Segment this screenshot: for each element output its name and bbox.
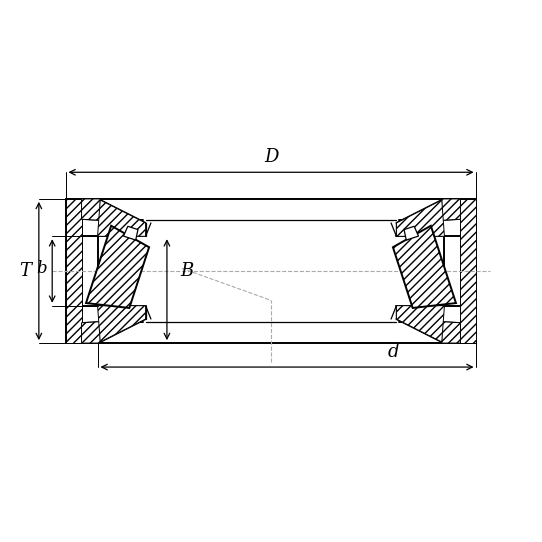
Text: d: d <box>388 343 399 361</box>
Polygon shape <box>442 322 461 343</box>
Polygon shape <box>66 199 81 343</box>
Polygon shape <box>81 322 100 343</box>
Text: D: D <box>264 149 278 166</box>
Polygon shape <box>98 306 146 342</box>
Polygon shape <box>81 199 100 220</box>
Polygon shape <box>461 199 476 343</box>
Polygon shape <box>393 226 456 308</box>
Polygon shape <box>396 306 444 342</box>
Polygon shape <box>396 200 444 236</box>
Text: B: B <box>180 262 193 280</box>
Polygon shape <box>98 200 146 236</box>
Polygon shape <box>442 199 461 220</box>
Text: T: T <box>19 262 31 280</box>
Polygon shape <box>404 227 418 240</box>
Polygon shape <box>124 227 138 240</box>
Text: b: b <box>36 260 47 277</box>
Polygon shape <box>86 226 149 308</box>
